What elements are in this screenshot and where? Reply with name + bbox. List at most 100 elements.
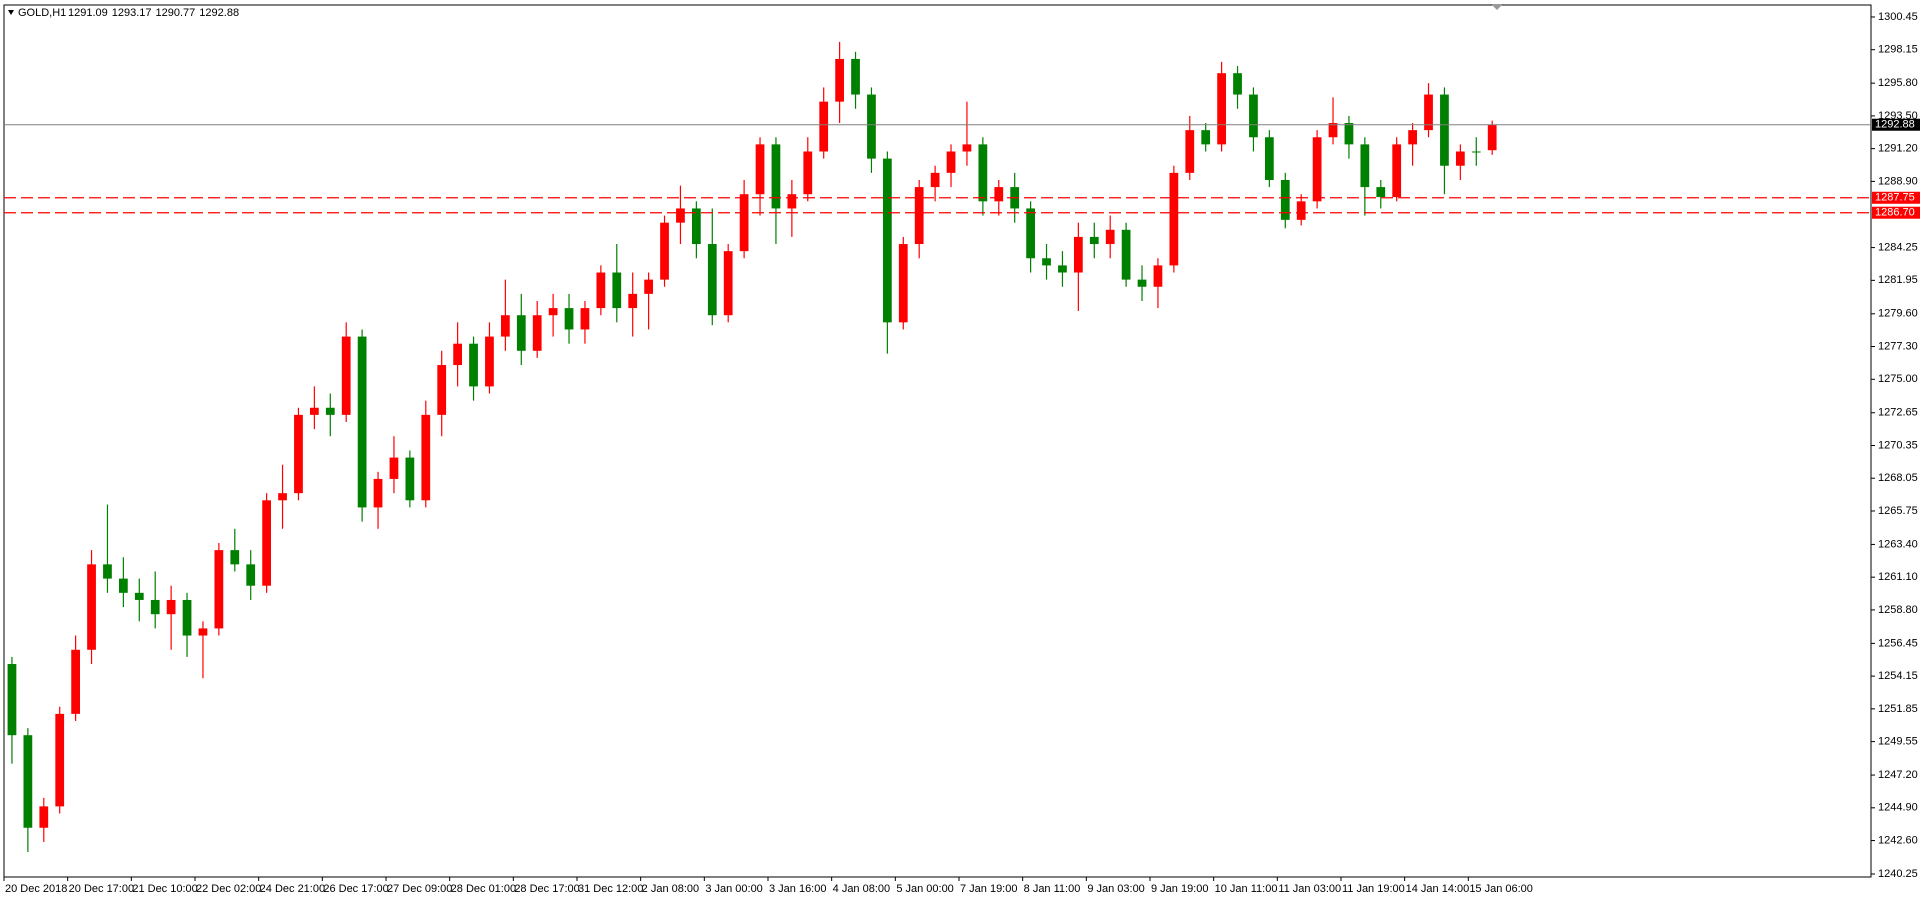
symbol-label: GOLD,H1: [18, 7, 66, 19]
y-tick-label: 1251.85: [1878, 703, 1918, 715]
level-box: [1872, 191, 1920, 204]
y-tick-label: 1254.15: [1878, 670, 1918, 682]
candle-body: [1249, 94, 1258, 138]
candle-body: [1217, 73, 1226, 145]
x-tick-label: 9 Jan 19:00: [1151, 883, 1209, 895]
candle-body: [914, 187, 924, 245]
candle-body: [962, 144, 972, 152]
x-tick-label: 24 Dec 21:00: [260, 883, 325, 895]
x-tick-label: 8 Jan 11:00: [1024, 883, 1081, 895]
candle-body: [1328, 123, 1338, 138]
candle-body: [1392, 144, 1402, 198]
x-tick-label: 5 Jan 00:00: [896, 883, 954, 895]
candle-body: [150, 599, 160, 615]
candle-body: [1073, 236, 1083, 273]
candle-body: [644, 279, 653, 294]
candle-body: [485, 336, 494, 387]
candle-body: [978, 144, 988, 202]
candle-body: [87, 564, 96, 650]
y-tick-label: 1265.75: [1878, 505, 1918, 517]
candle-body: [1296, 201, 1306, 220]
candle-body: [1424, 94, 1433, 131]
y-tick-label: 1298.15: [1878, 44, 1918, 56]
menu-arrow: [8, 10, 14, 15]
candle-body: [1264, 137, 1274, 180]
candle-body: [723, 251, 733, 316]
y-tick-label: 1263.40: [1878, 538, 1918, 550]
candle-body: [1121, 229, 1131, 280]
level-box: [1872, 206, 1920, 219]
candle-body: [278, 493, 287, 501]
candle-body: [1058, 265, 1067, 273]
y-tick-label: 1240.25: [1878, 868, 1918, 880]
candle-body: [691, 208, 701, 245]
candle-body: [994, 187, 1004, 202]
candle-body: [1360, 144, 1370, 188]
y-tick-label: 1295.80: [1878, 77, 1918, 89]
candle-body: [612, 272, 622, 309]
candle-body: [1185, 130, 1195, 173]
plot-frame: [3, 4, 1872, 878]
x-tick-label: 4 Jan 08:00: [833, 883, 891, 895]
y-tick-label: 1261.10: [1878, 571, 1918, 583]
x-tick-label: 3 Jan 16:00: [769, 883, 827, 895]
candle-body: [1105, 229, 1115, 245]
level-label: 1286.70: [1875, 207, 1915, 219]
x-tick-label: 31 Dec 12:00: [578, 883, 643, 895]
y-tick-label: 1244.90: [1878, 802, 1918, 814]
x-tick-label: 11 Jan 19:00: [1342, 883, 1405, 895]
candle-body: [294, 414, 303, 494]
candle-body: [453, 343, 462, 366]
y-tick-label: 1270.35: [1878, 439, 1918, 451]
candle-body: [437, 365, 447, 415]
candle-body: [1089, 236, 1099, 245]
candle-body: [1344, 123, 1354, 145]
x-tick-label: 2 Jan 08:00: [642, 883, 700, 895]
x-tick-label: 15 Jan 06:00: [1469, 883, 1533, 895]
candle-body: [39, 806, 49, 828]
candle-body: [325, 407, 335, 415]
candle-body: [580, 308, 590, 330]
candle-body: [1440, 94, 1449, 166]
candle-body: [118, 578, 128, 593]
candle-body: [166, 599, 176, 615]
x-tick-label: 26 Dec 17:00: [323, 883, 388, 895]
candle-body: [596, 272, 606, 309]
candle-body: [198, 628, 208, 636]
candle-body: [803, 151, 813, 195]
x-tick-label: 9 Jan 03:00: [1087, 883, 1145, 895]
candle-body: [421, 414, 431, 501]
candle-body: [1280, 179, 1290, 220]
candle-body: [309, 407, 319, 415]
shift-marker: [1491, 4, 1503, 10]
candle-body: [71, 649, 81, 714]
candle-body: [628, 293, 638, 309]
y-tick-label: 1291.20: [1878, 143, 1918, 155]
candle-body: [373, 478, 383, 508]
candle-body: [867, 94, 876, 159]
candle-body: [182, 599, 192, 636]
candle-body: [819, 101, 829, 152]
candle-body: [755, 144, 765, 195]
candle-body: [262, 500, 271, 586]
candle-body: [134, 592, 144, 600]
candle-body: [882, 158, 892, 323]
candle-body: [1408, 130, 1417, 145]
candle-body: [898, 244, 908, 323]
candle-body: [564, 308, 574, 330]
candle-body: [1201, 130, 1211, 145]
candle-body: [946, 151, 956, 173]
candle-body: [341, 336, 351, 415]
x-tick-label: 27 Dec 09:00: [387, 883, 452, 895]
candle-body: [739, 194, 749, 252]
y-tick-label: 1247.20: [1878, 769, 1918, 781]
candle-body: [660, 222, 669, 280]
x-tick-label: 28 Dec 17:00: [514, 883, 579, 895]
candle-body: [548, 308, 558, 316]
candle-body: [405, 457, 415, 501]
candle-body: [246, 564, 256, 586]
candle-body: [1169, 172, 1179, 266]
y-tick-label: 1258.80: [1878, 604, 1918, 616]
x-tick-label: 20 Dec 2018: [5, 883, 67, 895]
